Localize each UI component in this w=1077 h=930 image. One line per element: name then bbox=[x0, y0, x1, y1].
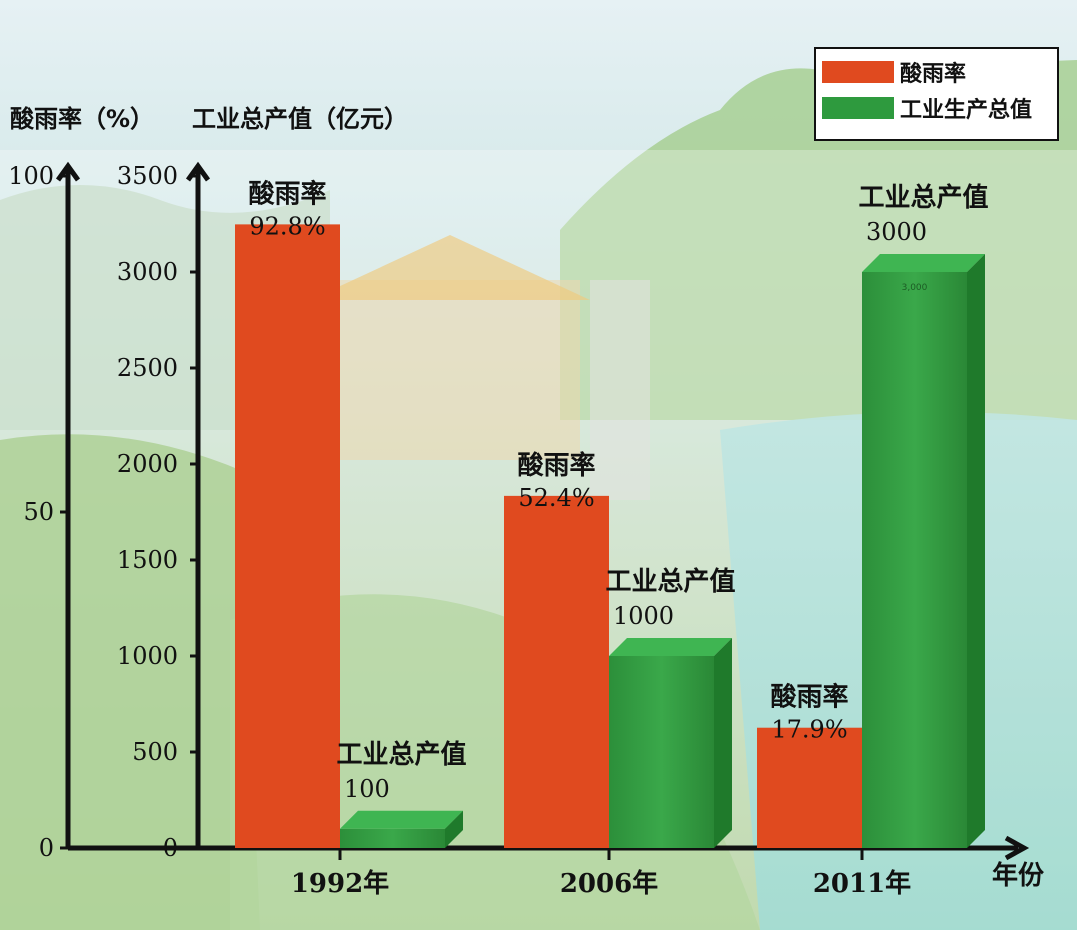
right-axis-tick-label: 0 bbox=[163, 834, 178, 862]
bars: 3,000 bbox=[235, 224, 985, 848]
bar-label-acid-rain: 酸雨率 bbox=[248, 178, 326, 209]
right-axis-title: 工业总产值（亿元） bbox=[192, 105, 408, 133]
bar-acid-rain bbox=[757, 727, 862, 848]
bar-value-acid-rain: 17.9% bbox=[771, 716, 847, 744]
left-axis-tick-label: 0 bbox=[39, 834, 54, 862]
bar-industrial-output bbox=[862, 272, 967, 848]
right-axis-tick-label: 1500 bbox=[117, 546, 178, 574]
legend-box bbox=[814, 47, 1059, 141]
bar-acid-rain bbox=[504, 495, 609, 848]
bar-industrial-output-top bbox=[862, 254, 985, 272]
right-axis-tick-label: 500 bbox=[132, 738, 178, 766]
right-axis-tick-label: 1000 bbox=[117, 642, 178, 670]
bar-label-industrial-output: 工业总产值 bbox=[605, 567, 735, 597]
right-axis-tick-label: 3500 bbox=[117, 162, 178, 190]
left-axis-tick-label: 100 bbox=[8, 162, 54, 190]
bar-label-industrial-output: 工业总产值 bbox=[336, 740, 466, 770]
bar-inner-value-label: 3,000 bbox=[902, 283, 928, 293]
legend-label-acid-rain: 酸雨率 bbox=[900, 61, 966, 87]
labels: 酸雨率 92.8% 工业总产值 100 酸雨率 52.4% 工业总产值 1000 酸雨率 17.9… bbox=[248, 178, 988, 802]
legend: 酸雨率 工业生产总值 bbox=[814, 47, 1059, 141]
bar-industrial-output-side bbox=[445, 810, 463, 848]
bar-industrial-output-top bbox=[609, 638, 732, 656]
bar-industrial-output bbox=[340, 828, 445, 848]
bar-label-industrial-output: 工业总产值 bbox=[858, 183, 988, 213]
x-axis-category-label: 2011年 bbox=[813, 868, 911, 899]
bar-label-acid-rain: 酸雨率 bbox=[770, 682, 848, 713]
x-axis-arrow bbox=[1004, 835, 1030, 861]
bar-value-industrial-output: 1000 bbox=[613, 602, 674, 630]
right-axis-tick-label: 3000 bbox=[117, 258, 178, 286]
bar-industrial-output-top bbox=[340, 810, 463, 829]
right-axis-tick-label: 2000 bbox=[117, 450, 178, 478]
legend-swatch-industrial-output bbox=[822, 97, 894, 119]
legend-swatch-acid-rain bbox=[822, 61, 894, 83]
left-axis-tick-label: 50 bbox=[23, 498, 54, 526]
bar-industrial-output-side bbox=[714, 638, 732, 848]
bar-value-acid-rain: 92.8% bbox=[249, 212, 325, 240]
bar-value-acid-rain: 52.4% bbox=[518, 484, 594, 512]
bar-industrial-output-side bbox=[967, 254, 985, 848]
bar-acid-rain bbox=[235, 224, 340, 848]
bar-industrial-output bbox=[609, 656, 714, 848]
x-axis-category-label: 2006年 bbox=[560, 868, 658, 899]
left-axis-title: 酸雨率（%） bbox=[10, 105, 154, 133]
bar-value-industrial-output: 100 bbox=[344, 775, 390, 803]
x-axis-category-label: 1992年 bbox=[291, 868, 389, 899]
x-axis-title: 年份 bbox=[992, 860, 1044, 891]
legend-label-industrial-output: 工业生产总值 bbox=[900, 97, 1032, 123]
right-axis-tick-label: 2500 bbox=[117, 354, 178, 382]
bar-label-acid-rain: 酸雨率 bbox=[517, 450, 595, 481]
bar-value-industrial-output: 3000 bbox=[866, 218, 927, 246]
